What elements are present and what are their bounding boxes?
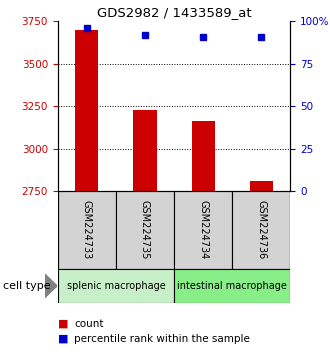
Text: ■: ■ — [58, 319, 68, 329]
Text: GSM224734: GSM224734 — [198, 200, 208, 260]
Bar — [58, 269, 174, 303]
Text: cell type: cell type — [3, 281, 51, 291]
Text: percentile rank within the sample: percentile rank within the sample — [74, 334, 250, 344]
Bar — [116, 191, 174, 269]
Bar — [58, 191, 116, 269]
Text: splenic macrophage: splenic macrophage — [67, 281, 165, 291]
Title: GDS2982 / 1433589_at: GDS2982 / 1433589_at — [97, 6, 251, 19]
Bar — [174, 269, 290, 303]
Text: GSM224736: GSM224736 — [256, 200, 266, 260]
Text: GSM224735: GSM224735 — [140, 200, 150, 260]
Bar — [250, 181, 273, 191]
Bar — [191, 121, 215, 191]
Polygon shape — [45, 274, 57, 298]
Bar — [75, 30, 98, 191]
Text: GSM224733: GSM224733 — [82, 200, 92, 260]
Bar — [174, 191, 232, 269]
Bar — [232, 191, 290, 269]
Text: intestinal macrophage: intestinal macrophage — [177, 281, 287, 291]
Bar — [133, 110, 157, 191]
Text: ■: ■ — [58, 334, 68, 344]
Text: count: count — [74, 319, 104, 329]
